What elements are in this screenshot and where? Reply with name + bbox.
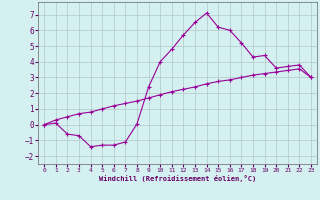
X-axis label: Windchill (Refroidissement éolien,°C): Windchill (Refroidissement éolien,°C) [99, 175, 256, 182]
